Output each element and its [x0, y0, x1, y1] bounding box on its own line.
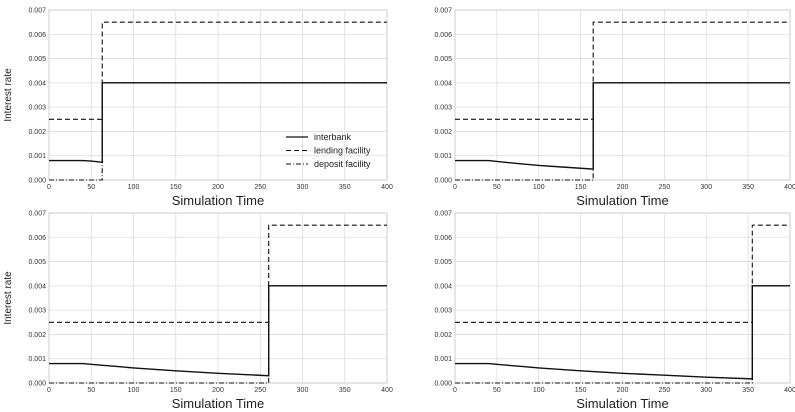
x-tick-label: 150 — [170, 387, 182, 394]
y-tick-label: 0.000 — [28, 381, 46, 388]
y-tick-label: 0.004 — [434, 283, 452, 290]
x-tick-label: 200 — [212, 387, 224, 394]
x-axis-label: Simulation Time — [576, 396, 668, 411]
x-tick-label: 400 — [784, 184, 795, 191]
y-tick-label: 0.002 — [434, 129, 452, 136]
y-tick-label: 0.004 — [28, 283, 46, 290]
x-tick-label: 300 — [700, 387, 712, 394]
y-axis-label: Interest rate — [3, 68, 14, 122]
y-tick-label: 0.001 — [28, 153, 46, 160]
x-tick-label: 50 — [493, 387, 501, 394]
y-tick-label: 0.006 — [434, 32, 452, 39]
x-tick-label: 400 — [381, 387, 393, 394]
x-tick-label: 150 — [575, 387, 587, 394]
x-tick-label: 0 — [47, 184, 51, 191]
y-tick-label: 0.002 — [28, 332, 46, 339]
y-tick-label: 0.006 — [434, 235, 452, 242]
x-tick-label: 0 — [453, 387, 457, 394]
x-tick-label: 50 — [87, 184, 95, 191]
x-tick-label: 150 — [170, 184, 182, 191]
subplot-grid: 0.000 0.001 0.002 0.003 0.004 0.005 0.006 0.007… — [3, 8, 795, 412]
y-tick-label: 0.007 — [28, 211, 46, 218]
y-tick-label: 0.000 — [434, 381, 452, 388]
x-tick-label: 400 — [784, 387, 795, 394]
x-tick-label: 350 — [339, 387, 351, 394]
x-tick-label: 0 — [453, 184, 457, 191]
y-tick-label: 0.002 — [434, 332, 452, 339]
x-tick-label: 200 — [617, 184, 629, 191]
y-tick-label: 0.002 — [28, 129, 46, 136]
series-line-dashdot — [455, 82, 790, 181]
x-tick-label: 300 — [700, 184, 712, 191]
subplot-4: 0.000 0.001 0.002 0.003 0.004 0.005 0.006 0.007… — [434, 211, 795, 412]
y-tick-label: 0.001 — [434, 356, 452, 363]
legend-entry: deposit facility — [314, 159, 371, 169]
y-tick-label: 0.007 — [434, 211, 452, 218]
y-tick-label: 0.001 — [28, 356, 46, 363]
axes-frame — [454, 9, 791, 181]
y-tick-label: 0.003 — [28, 105, 46, 112]
x-tick-label: 300 — [297, 184, 309, 191]
series-line-deposit-facility — [49, 82, 387, 181]
subplot-3: 0.000 0.001 0.002 0.003 0.004 0.005 0.006 0.007… — [3, 211, 393, 412]
y-tick-label: 0.005 — [434, 56, 452, 63]
x-tick-label: 250 — [254, 184, 266, 191]
axes-frame — [48, 212, 388, 384]
x-tick-label: 150 — [575, 184, 587, 191]
x-tick-label: 250 — [659, 184, 671, 191]
x-tick-label: 50 — [493, 184, 501, 191]
y-tick-label: 0.003 — [434, 105, 452, 112]
x-tick-label: 200 — [212, 184, 224, 191]
x-tick-label: 200 — [617, 387, 629, 394]
y-tick-label: 0.004 — [434, 80, 452, 87]
x-tick-label: 350 — [742, 184, 754, 191]
x-tick-label: 350 — [742, 387, 754, 394]
subplot-1: 0.000 0.001 0.002 0.003 0.004 0.005 0.006 0.007… — [3, 8, 393, 209]
x-axis-label: Simulation Time — [576, 193, 668, 208]
x-tick-label: 100 — [533, 184, 545, 191]
series-line-dashed — [49, 224, 387, 323]
y-tick-label: 0.006 — [28, 32, 46, 39]
x-tick-label: 400 — [381, 184, 393, 191]
y-tick-label: 0.005 — [434, 259, 452, 266]
y-tick-label: 0.005 — [28, 259, 46, 266]
y-tick-label: 0.004 — [28, 80, 46, 87]
x-tick-label: 50 — [87, 387, 95, 394]
series-line-lending-facility — [49, 21, 387, 120]
y-tick-label: 0.003 — [28, 308, 46, 315]
legend-entry: lending facility — [314, 146, 371, 156]
legend-entry: interbank — [314, 132, 352, 142]
x-axis-label: Simulation Time — [172, 193, 264, 208]
axes-frame — [48, 9, 388, 181]
y-tick-label: 0.005 — [28, 56, 46, 63]
x-tick-label: 0 — [47, 387, 51, 394]
y-tick-label: 0.007 — [28, 8, 46, 15]
x-tick-label: 300 — [297, 387, 309, 394]
y-tick-label: 0.007 — [434, 8, 452, 15]
legend: interbank lending facility deposit facilit… — [286, 132, 371, 169]
x-tick-label: 250 — [659, 387, 671, 394]
subplot-2: 0.000 0.001 0.002 0.003 0.004 0.005 0.006 0.007… — [434, 8, 795, 209]
y-tick-label: 0.000 — [434, 178, 452, 185]
series-line-dashed — [455, 21, 790, 120]
series-line-dashed — [455, 224, 790, 323]
x-tick-label: 350 — [339, 184, 351, 191]
x-axis-label: Simulation Time — [172, 396, 264, 411]
x-tick-label: 100 — [533, 387, 545, 394]
x-tick-label: 100 — [128, 184, 140, 191]
x-tick-label: 250 — [254, 387, 266, 394]
y-tick-label: 0.003 — [434, 308, 452, 315]
y-tick-label: 0.001 — [434, 153, 452, 160]
y-tick-label: 0.000 — [28, 178, 46, 185]
y-tick-label: 0.006 — [28, 235, 46, 242]
series-line-dashdot — [455, 285, 790, 384]
series-line-solid — [49, 285, 387, 377]
y-axis-label: Interest rate — [3, 271, 14, 325]
x-tick-label: 100 — [128, 387, 140, 394]
